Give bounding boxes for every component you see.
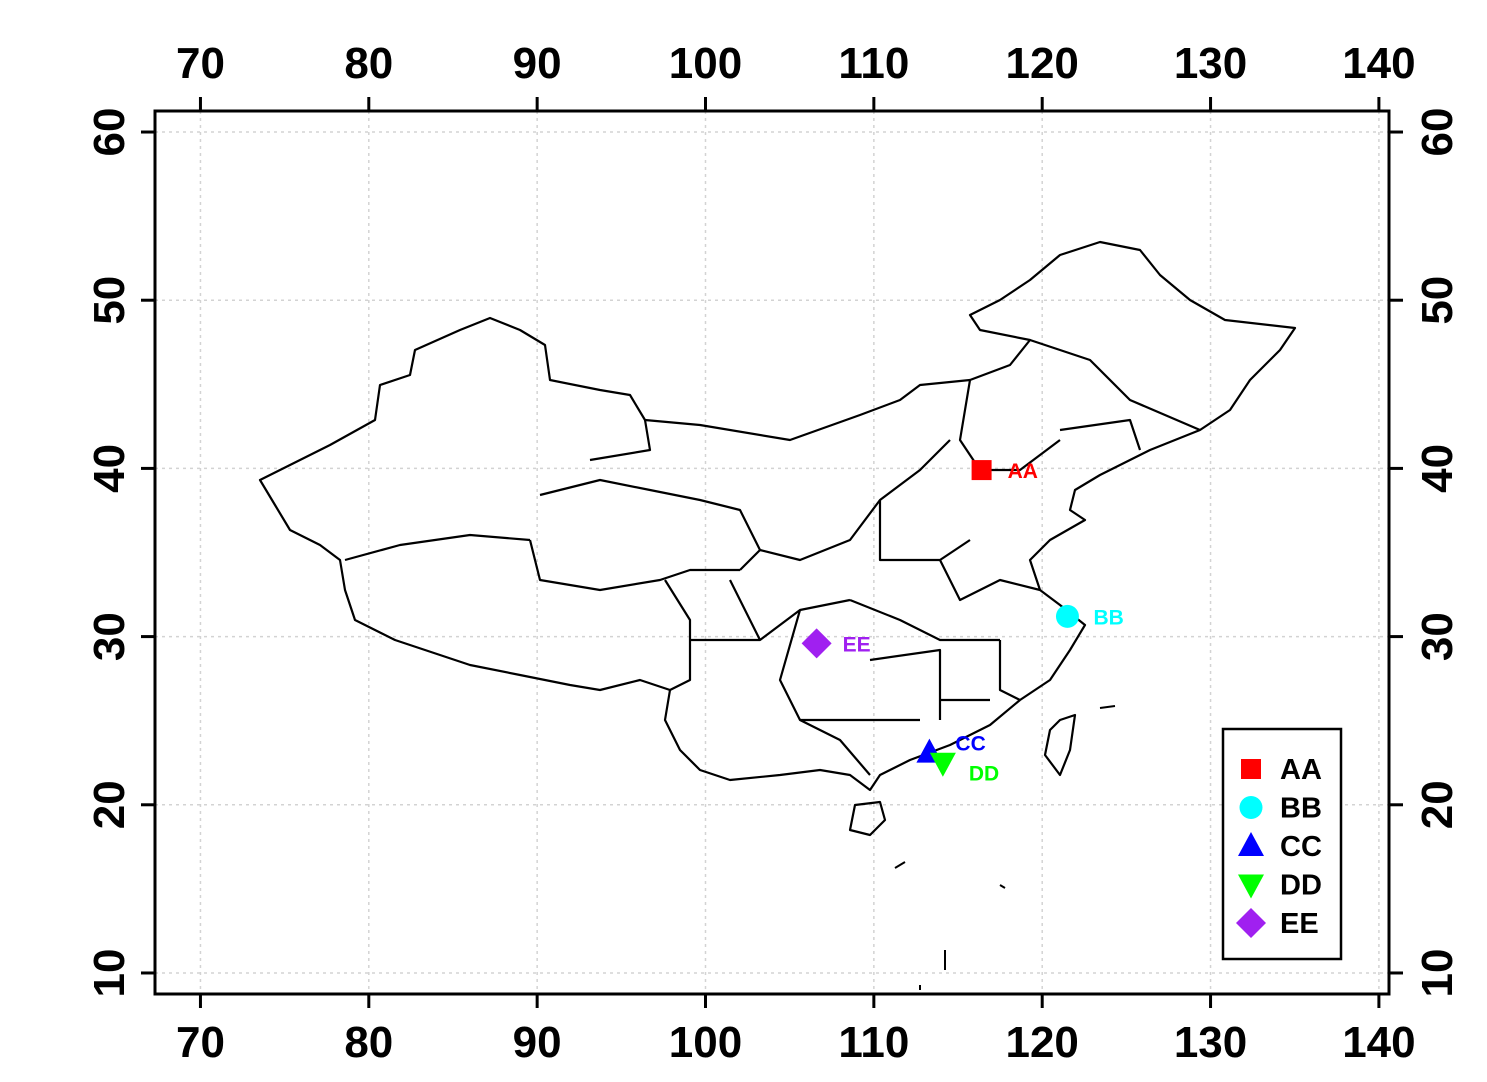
grid bbox=[155, 111, 1389, 994]
legend-label-bb: BB bbox=[1280, 793, 1322, 825]
legend-label-ee: EE bbox=[1280, 908, 1319, 940]
tick-label-left: 30 bbox=[85, 612, 134, 661]
point-bb bbox=[1055, 604, 1079, 628]
legend-marker-dd bbox=[1238, 874, 1264, 899]
legend: AA BB CC DD EE bbox=[1221, 727, 1343, 961]
point-label-aa: AA bbox=[1008, 460, 1038, 483]
legend-label-aa: AA bbox=[1280, 754, 1322, 786]
legend-marker-cc bbox=[1238, 832, 1264, 856]
south-china-sea-islands bbox=[894, 705, 1116, 990]
tick-label-bottom: 80 bbox=[344, 1018, 393, 1067]
tick-label-top: 80 bbox=[344, 39, 393, 88]
tick-label-bottom: 120 bbox=[1005, 1018, 1078, 1067]
tick-label-top: 70 bbox=[176, 39, 225, 88]
legend-marker-bb bbox=[1239, 796, 1263, 819]
tick-label-top: 90 bbox=[513, 39, 562, 88]
tick-label-top: 100 bbox=[669, 39, 742, 88]
tick-label-top: 120 bbox=[1005, 39, 1078, 88]
province-borders bbox=[344, 338, 1201, 776]
tick-label-bottom: 70 bbox=[176, 1018, 225, 1067]
tick-label-right: 30 bbox=[1413, 612, 1462, 661]
legend-label-cc: CC bbox=[1280, 831, 1322, 863]
point-label-ee: EE bbox=[843, 633, 871, 656]
tick-label-right: 20 bbox=[1413, 780, 1462, 829]
tick-label-top: 140 bbox=[1342, 39, 1415, 88]
tick-label-bottom: 140 bbox=[1342, 1018, 1415, 1067]
tick-label-bottom: 110 bbox=[838, 1018, 909, 1067]
tick-label-bottom: 90 bbox=[513, 1018, 562, 1067]
tick-label-right: 50 bbox=[1413, 276, 1462, 325]
taiwan-outline bbox=[1043, 713, 1077, 777]
tick-label-left: 20 bbox=[85, 780, 134, 829]
tick-label-left: 60 bbox=[85, 108, 134, 157]
china-outline bbox=[258, 240, 1297, 792]
tick-label-top: 130 bbox=[1174, 39, 1247, 88]
point-ee bbox=[801, 628, 832, 659]
hainan-outline bbox=[848, 800, 887, 837]
legend-label-dd: DD bbox=[1280, 870, 1322, 902]
tick-label-right: 60 bbox=[1413, 108, 1462, 157]
point-label-dd: DD bbox=[969, 763, 999, 786]
plot-frame bbox=[153, 109, 1391, 996]
point-aa bbox=[971, 460, 992, 481]
legend-marker-ee bbox=[1236, 908, 1266, 938]
tick-label-bottom: 100 bbox=[669, 1018, 742, 1067]
tick-label-right: 10 bbox=[1413, 948, 1462, 997]
tick-label-top: 110 bbox=[838, 39, 909, 88]
points: AA BB CC DD EE bbox=[801, 460, 1124, 786]
china-map bbox=[258, 240, 1297, 990]
tick-label-left: 10 bbox=[85, 948, 134, 997]
legend-marker-aa bbox=[1241, 759, 1261, 779]
tick-label-left: 50 bbox=[85, 276, 134, 325]
point-label-cc: CC bbox=[955, 733, 985, 756]
tick-label-right: 40 bbox=[1413, 444, 1462, 493]
tick-label-left: 40 bbox=[85, 444, 134, 493]
point-label-bb: BB bbox=[1093, 606, 1123, 629]
axes: 70 70 80 80 90 90 100 100 110 110 120 120 130 130 140 1… bbox=[85, 39, 1462, 1067]
point-dd bbox=[929, 752, 956, 777]
tick-label-bottom: 130 bbox=[1174, 1018, 1247, 1067]
